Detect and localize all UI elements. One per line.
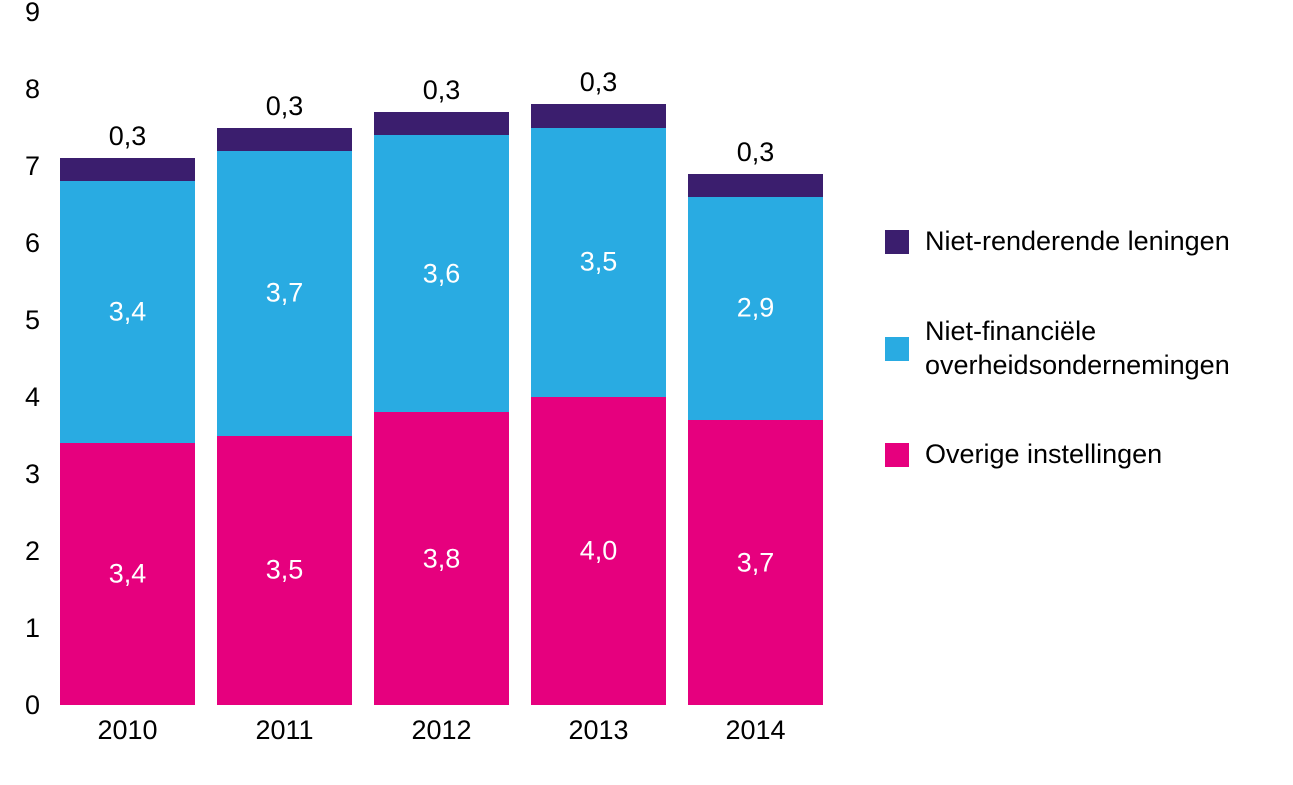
bar-group: 4,03,50,3 — [531, 104, 666, 705]
y-tick-label: 4 — [0, 382, 40, 413]
bar-value-label: 2,9 — [688, 293, 823, 324]
y-tick-label: 1 — [0, 613, 40, 644]
legend-swatch — [885, 337, 909, 361]
legend-swatch — [885, 230, 909, 254]
x-tick-label: 2011 — [255, 715, 313, 746]
bar-top-label: 0,3 — [374, 75, 509, 106]
y-tick-label: 7 — [0, 151, 40, 182]
bar-value-label: 3,7 — [217, 278, 352, 309]
bar-segment-overige: 3,7 — [688, 420, 823, 705]
bar-value-label: 4,0 — [531, 536, 666, 567]
legend-item-nietfin: Niet-financiële overheidsondernemingen — [885, 315, 1285, 383]
y-tick-label: 0 — [0, 690, 40, 721]
bar-segment-nietfin: 3,7 — [217, 151, 352, 436]
stacked-bar-chart: 3,4 3,4 0,3 3,5 3,7 0,3 3,8 3,6 0,3 4,0 3,5 0,3 3,7 2… — [0, 0, 1293, 785]
bar-segment-overige: 4,0 — [531, 397, 666, 705]
y-tick-label: 9 — [0, 0, 40, 28]
bar-segment-nietrend — [531, 104, 666, 127]
x-tick-label: 2012 — [411, 715, 471, 746]
bar-value-label: 3,6 — [374, 258, 509, 289]
bar-value-label: 3,8 — [374, 543, 509, 574]
bar-segment-nietfin: 3,5 — [531, 128, 666, 398]
bar-segment-nietrend — [60, 158, 195, 181]
bar-value-label: 3,4 — [60, 297, 195, 328]
bar-top-label: 0,3 — [60, 121, 195, 152]
bar-segment-nietfin: 3,4 — [60, 181, 195, 443]
x-tick-label: 2010 — [97, 715, 157, 746]
x-tick-label: 2014 — [725, 715, 785, 746]
bar-top-label: 0,3 — [688, 137, 823, 168]
legend-label: Niet-renderende leningen — [925, 225, 1230, 259]
bar-top-label: 0,3 — [531, 67, 666, 98]
x-tick-label: 2013 — [568, 715, 628, 746]
y-tick-label: 5 — [0, 305, 40, 336]
bar-segment-overige: 3,8 — [374, 412, 509, 705]
legend-item-overige: Overige instellingen — [885, 438, 1285, 472]
legend: Niet-renderende leningen Niet-financiële … — [885, 225, 1285, 472]
bar-segment-nietrend — [374, 112, 509, 135]
y-tick-label: 6 — [0, 228, 40, 259]
bar-value-label: 3,7 — [688, 547, 823, 578]
bar-top-label: 0,3 — [217, 91, 352, 122]
y-tick-label: 8 — [0, 74, 40, 105]
legend-label: Niet-financiële overheidsondernemingen — [925, 315, 1285, 383]
legend-label: Overige instellingen — [925, 438, 1162, 472]
bar-group: 3,83,60,3 — [374, 112, 509, 705]
y-tick-label: 3 — [0, 459, 40, 490]
bar-group: 3,43,40,3 — [60, 158, 195, 705]
bar-segment-overige: 3,5 — [217, 436, 352, 706]
bar-segment-nietrend — [217, 128, 352, 151]
bar-segment-nietfin: 3,6 — [374, 135, 509, 412]
bar-value-label: 3,4 — [60, 559, 195, 590]
bar-group: 3,53,70,3 — [217, 128, 352, 706]
legend-item-nietrend: Niet-renderende leningen — [885, 225, 1285, 259]
bar-value-label: 3,5 — [217, 555, 352, 586]
y-tick-label: 2 — [0, 536, 40, 567]
legend-swatch — [885, 443, 909, 467]
chart-plot-area: 3,4 3,4 0,3 3,5 3,7 0,3 3,8 3,6 0,3 4,0 3,5 0,3 3,7 2… — [0, 0, 865, 765]
plot-region: 3,4 3,4 0,3 3,5 3,7 0,3 3,8 3,6 0,3 4,0 3,5 0,3 3,7 2… — [45, 12, 845, 705]
bar-value-label: 3,5 — [531, 247, 666, 278]
bar-group: 3,72,90,3 — [688, 174, 823, 705]
bar-segment-overige: 3,4 — [60, 443, 195, 705]
bar-segment-nietrend — [688, 174, 823, 197]
bar-segment-nietfin: 2,9 — [688, 197, 823, 420]
